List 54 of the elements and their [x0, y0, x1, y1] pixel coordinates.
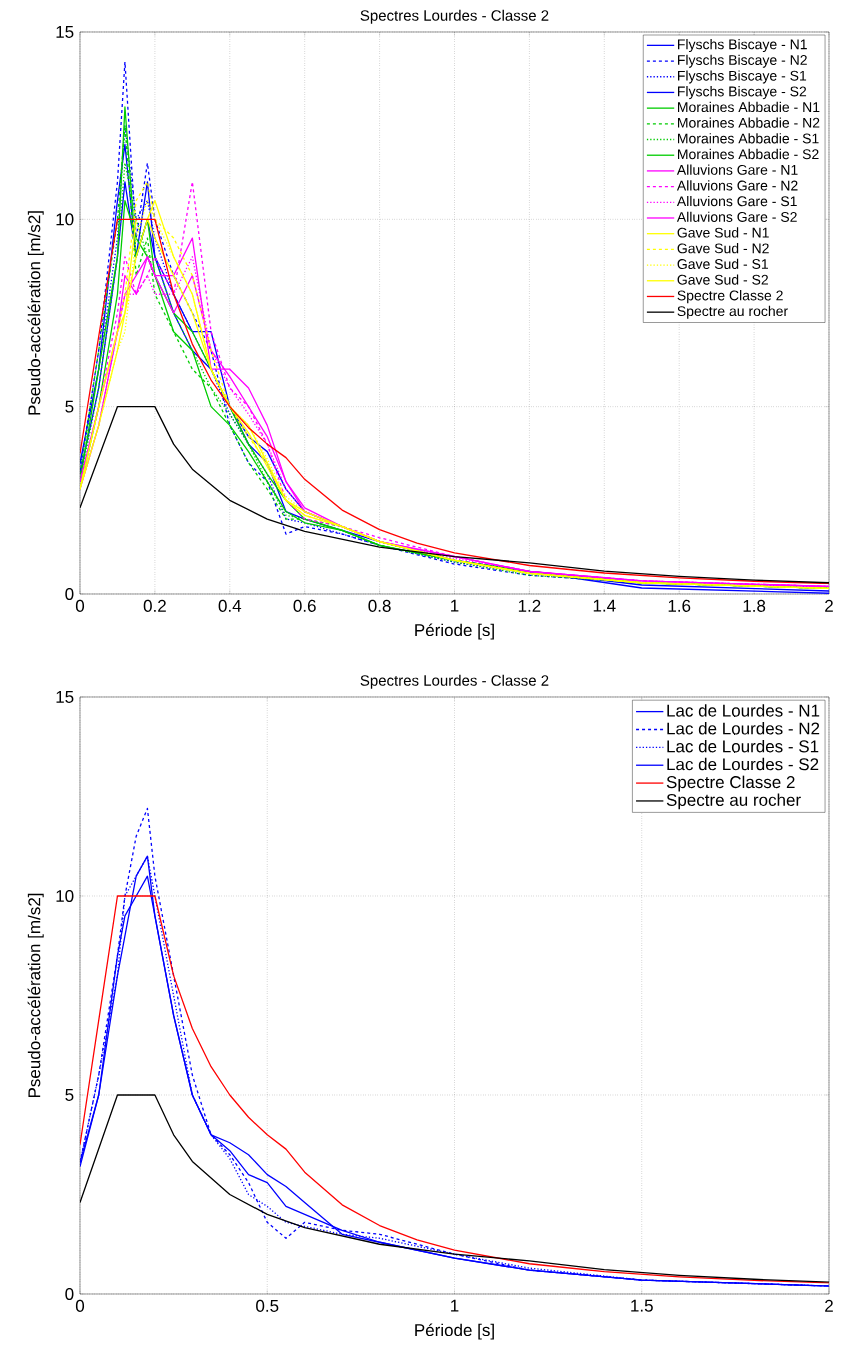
x-tick-label: 1 — [451, 599, 459, 612]
x-tick-label: 2 — [825, 599, 833, 612]
x-tick-label: 0.4 — [218, 599, 242, 612]
legend-label: Flyschs Biscaye - S1 — [678, 70, 807, 84]
legend-label: Flyschs Biscaye - S2 — [678, 86, 807, 100]
x-tick-label: 0 — [75, 599, 85, 612]
legend-label: Spectre Classe 2 — [677, 290, 783, 304]
x-tick-label: 2 — [825, 1299, 833, 1312]
chart-title: Spectres Lourdes - Classe 2 — [360, 674, 549, 689]
legend-label: Gave Sud - N1 — [677, 227, 769, 238]
x-tick-label: 1.4 — [593, 599, 616, 612]
y-tick-label: 0 — [65, 1287, 74, 1301]
legend-label: Spectre au rocher — [677, 305, 788, 319]
legend-label: Gave Sud - S1 — [677, 258, 768, 270]
x-tick-label: 0.6 — [293, 599, 316, 612]
x-tick-label: 0.8 — [368, 599, 391, 612]
y-axis-title: Pseudo-accélération [m/s2] — [27, 211, 44, 415]
y-tick-label: 0 — [65, 587, 74, 601]
y-tick-label: 10 — [56, 889, 74, 903]
legend-label: Spectre Classe 2 — [666, 775, 795, 792]
x-tick-label: 0.2 — [143, 599, 166, 612]
x-tick-label: 0.5 — [256, 1299, 279, 1312]
legend-label: Moraines Abbadie - S2 — [678, 148, 819, 160]
y-tick-label: 10 — [56, 213, 74, 226]
legend-label: Lac de Lourdes - S2 — [667, 757, 819, 771]
legend-label: Alluvions Gare - N2 — [676, 180, 798, 191]
legend-label: Flyschs Biscaye - N2 — [678, 54, 807, 68]
legend-label: Moraines Abbadie - N2 — [678, 117, 820, 128]
legend-label: Flyschs Biscaye - N1 — [678, 39, 807, 53]
legend-label: Gave Sud - S2 — [677, 274, 768, 285]
legend-label: Gave Sud - N2 — [677, 243, 769, 254]
x-axis-title: Période [s] — [415, 1323, 494, 1340]
legend-label: Moraines Abbadie - S1 — [678, 133, 819, 144]
x-tick-label: 1.8 — [743, 599, 766, 612]
legend-label: Alluvions Gare - N1 — [676, 164, 798, 175]
x-tick-label: 1 — [451, 1299, 459, 1312]
legend-label: Alluvions Gare - S2 — [676, 211, 797, 222]
chart-title: Spectres Lourdes - Classe 2 — [360, 9, 549, 24]
x-tick-label: 1.2 — [518, 599, 541, 612]
legend-label: Lac de Lourdes - N2 — [667, 722, 820, 735]
legend-label: Lac de Lourdes - S1 — [667, 739, 819, 753]
x-tick-label: 0 — [75, 1299, 85, 1312]
legend-label: Lac de Lourdes - N1 — [667, 704, 820, 717]
x-tick-label: 1.6 — [668, 599, 691, 612]
legend-label: Spectre au rocher — [666, 793, 801, 810]
y-tick-label: 15 — [56, 691, 74, 703]
legend-label: Moraines Abbadie - N1 — [678, 101, 820, 113]
y-tick-label: 15 — [56, 26, 74, 38]
y-tick-label: 5 — [65, 400, 74, 413]
legend-label: Alluvions Gare - S1 — [676, 195, 797, 207]
x-axis-title: Période [s] — [415, 623, 494, 640]
y-axis-title: Pseudo-accélération [m/s2] — [27, 893, 44, 1098]
x-tick-label: 1.5 — [631, 1299, 653, 1312]
y-tick-label: 5 — [65, 1089, 74, 1101]
